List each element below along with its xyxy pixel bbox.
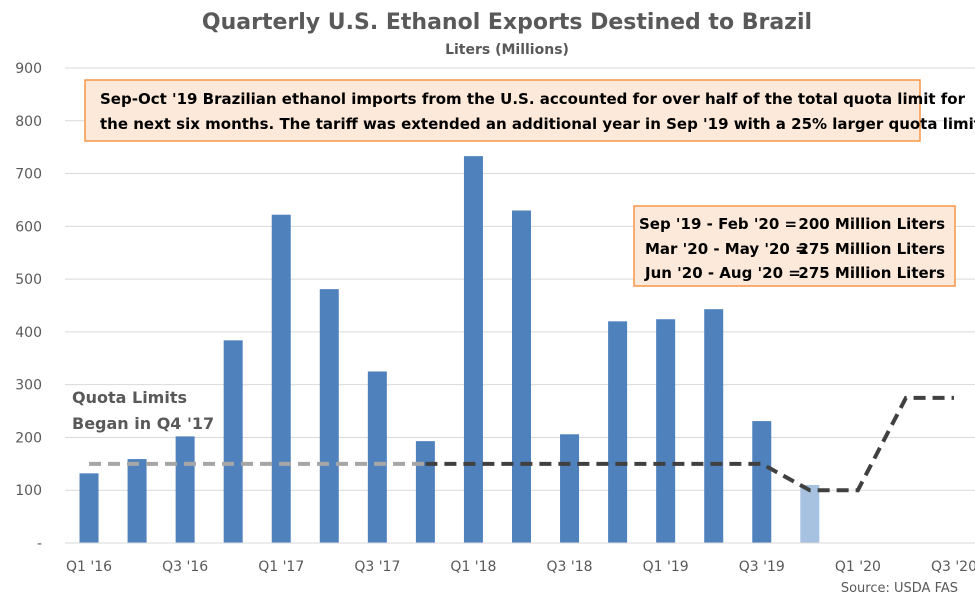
y-tick-label: - [37, 536, 42, 552]
x-tick-label: Q3 '17 [354, 559, 400, 575]
y-tick-label: 700 [15, 167, 42, 183]
bar [415, 441, 435, 543]
bar [79, 473, 99, 543]
x-axis-tick-labels: Q1 '16 Q3 '16 Q1 '17 Q3 '17 Q1 '18 Q3 '18 Q1 '… [66, 559, 975, 575]
y-axis-tick-labels: - 100 200 300 400 500 600 700 800 900 [15, 61, 42, 552]
y-tick-label: 600 [15, 219, 42, 235]
y-tick-label: 400 [15, 325, 42, 341]
bar [752, 421, 772, 543]
source-note: Source: USDA FAS [841, 581, 958, 596]
x-tick-label: Q1 '18 [450, 559, 496, 575]
x-tick-label: Q1 '19 [643, 559, 689, 575]
y-tick-label: 100 [15, 483, 42, 499]
x-tick-label: Q3 '20 [931, 559, 975, 575]
main-note-background [84, 79, 921, 142]
quota-amount-2: 275 Million Liters [798, 240, 945, 258]
x-tick-label: Q1 '17 [258, 559, 304, 575]
y-tick-label: 900 [15, 61, 42, 77]
chart-title: Quarterly U.S. Ethanol Exports Destined … [202, 10, 812, 35]
bar [175, 436, 195, 543]
bar [319, 289, 339, 543]
chart-subtitle: Liters (Millions) [445, 42, 569, 58]
x-tick-label: Q1 '16 [66, 559, 112, 575]
quota-period-2: Mar '20 - May '20 = [645, 240, 808, 258]
x-tick-label: Q3 '16 [162, 559, 208, 575]
quota-amount-1: 200 Million Liters [798, 215, 945, 233]
quota-period-1: Sep '19 - Feb '20 = [639, 215, 797, 233]
bar [271, 214, 291, 543]
main-note-line-1: Sep-Oct '19 Brazilian ethanol imports fr… [100, 90, 966, 108]
quota-line [89, 395, 954, 493]
y-tick-label: 200 [15, 430, 42, 446]
x-tick-label: Q3 '18 [547, 559, 593, 575]
y-tick-label: 500 [15, 272, 42, 288]
main-note-box: Sep-Oct '19 Brazilian ethanol imports fr… [84, 79, 975, 142]
quota-label-line-2: Began in Q4 '17 [72, 414, 214, 433]
bar [223, 340, 243, 543]
bar [704, 309, 724, 543]
bar [127, 459, 147, 543]
bars [79, 156, 820, 543]
quota-label-line-1: Quota Limits [72, 388, 187, 407]
y-tick-label: 300 [15, 378, 42, 394]
bar [656, 319, 676, 543]
x-tick-label: Q1 '20 [835, 559, 881, 575]
main-note-line-2: the next six months. The tariff was exte… [100, 115, 975, 133]
quota-line-segment-late [425, 395, 954, 493]
bar [560, 434, 580, 543]
bar [608, 321, 628, 543]
quota-schedule-box: Sep '19 - Feb '20 = 200 Million Liters M… [633, 205, 956, 287]
bar [367, 371, 387, 543]
bar [463, 156, 483, 543]
quota-schedule-background [633, 205, 956, 287]
bar [800, 484, 820, 543]
bar [512, 210, 531, 543]
y-tick-label: 800 [15, 114, 42, 130]
quota-amount-3: 275 Million Liters [798, 264, 945, 282]
quota-period-3: Jun '20 - Aug '20 = [644, 264, 801, 282]
x-tick-label: Q3 '19 [739, 559, 785, 575]
